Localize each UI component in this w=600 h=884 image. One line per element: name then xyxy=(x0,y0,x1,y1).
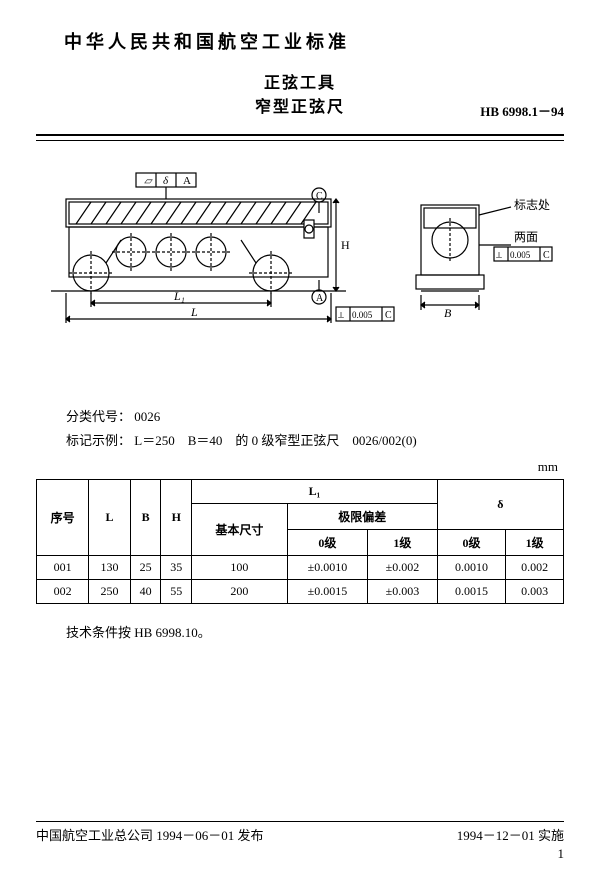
svg-text:⟂: ⟂ xyxy=(496,250,502,260)
svg-text:B: B xyxy=(444,306,452,320)
svg-text:C: C xyxy=(385,310,392,321)
svg-text:C: C xyxy=(316,191,323,202)
cell: ±0.0010 xyxy=(287,556,367,580)
svg-text:δ: δ xyxy=(163,175,169,187)
cell: 250 xyxy=(89,580,130,604)
cell: 0.0010 xyxy=(437,556,506,580)
cell: ±0.002 xyxy=(368,556,438,580)
standard-code: HB 6998.1－94 xyxy=(480,101,564,120)
cell: 0.002 xyxy=(506,556,564,580)
example-text: L＝250 B＝40 的 0 级窄型正弦尺 0026/002(0) xyxy=(134,433,416,448)
subtitle-line1: 正弦工具 xyxy=(36,72,564,96)
header-title: 中华人民共和国航空工业标准 xyxy=(64,28,564,54)
svg-text:A: A xyxy=(316,293,324,304)
th-g1b: 1级 xyxy=(506,530,564,556)
th-B: B xyxy=(130,480,161,556)
svg-text:⟂: ⟂ xyxy=(338,310,344,320)
th-basic: 基本尺寸 xyxy=(192,504,288,556)
svg-text:L₁: L₁ xyxy=(173,289,185,303)
class-code: 0026 xyxy=(134,409,160,424)
svg-text:标志处: 标志处 xyxy=(514,198,550,212)
cell: 100 xyxy=(192,556,288,580)
th-delta: δ xyxy=(437,480,563,530)
cell: 55 xyxy=(161,580,192,604)
table-row: 001 130 25 35 100 ±0.0010 ±0.002 0.0010 … xyxy=(37,556,564,580)
spec-table: 序号 L B H L₁ δ 基本尺寸 极限偏差 0级 1级 0级 1级 001 … xyxy=(36,479,564,604)
cell: 40 xyxy=(130,580,161,604)
cell: ±0.0015 xyxy=(287,580,367,604)
cell: 25 xyxy=(130,556,161,580)
example-label: 标记示例： xyxy=(66,433,131,448)
svg-text:0.005: 0.005 xyxy=(352,310,373,320)
engineering-diagram: ▱ δ A xyxy=(36,165,564,335)
svg-text:C: C xyxy=(543,250,550,261)
cell: 0.0015 xyxy=(437,580,506,604)
svg-text:A: A xyxy=(183,175,191,187)
divider-thin xyxy=(36,140,564,141)
th-H: H xyxy=(161,480,192,556)
th-g0a: 0级 xyxy=(287,530,367,556)
cell: 001 xyxy=(37,556,89,580)
cell: 002 xyxy=(37,580,89,604)
cell: ±0.003 xyxy=(368,580,438,604)
th-L1: L₁ xyxy=(192,480,438,504)
divider-thick xyxy=(36,134,564,136)
th-g1a: 1级 xyxy=(368,530,438,556)
svg-text:L: L xyxy=(190,305,198,319)
footer: 中国航空工业总公司 1994－06－01 发布 1994－12－01 实施 1 xyxy=(36,821,564,862)
svg-text:0.005: 0.005 xyxy=(510,250,531,260)
svg-text:H: H xyxy=(341,238,350,252)
th-seq: 序号 xyxy=(37,480,89,556)
cell: 200 xyxy=(192,580,288,604)
footer-divider xyxy=(36,821,564,822)
th-tol: 极限偏差 xyxy=(287,504,437,530)
notes-block: 分类代号： 0026 标记示例： L＝250 B＝40 的 0 级窄型正弦尺 0… xyxy=(66,405,564,453)
cell: 130 xyxy=(89,556,130,580)
th-g0b: 0级 xyxy=(437,530,506,556)
svg-text:两面: 两面 xyxy=(514,230,538,244)
unit-label: mm xyxy=(36,459,564,475)
footer-right: 1994－12－01 实施 xyxy=(457,825,564,844)
footer-left: 中国航空工业总公司 1994－06－01 发布 xyxy=(36,825,264,844)
subtitle-block: 正弦工具 窄型正弦尺 HB 6998.1－94 xyxy=(36,72,564,120)
svg-text:▱: ▱ xyxy=(144,176,153,187)
th-L: L xyxy=(89,480,130,556)
cell: 35 xyxy=(161,556,192,580)
tech-note: 技术条件按 HB 6998.10。 xyxy=(66,622,564,641)
cell: 0.003 xyxy=(506,580,564,604)
table-row: 002 250 40 55 200 ±0.0015 ±0.003 0.0015 … xyxy=(37,580,564,604)
page-number: 1 xyxy=(36,846,564,862)
class-code-label: 分类代号： xyxy=(66,409,131,424)
